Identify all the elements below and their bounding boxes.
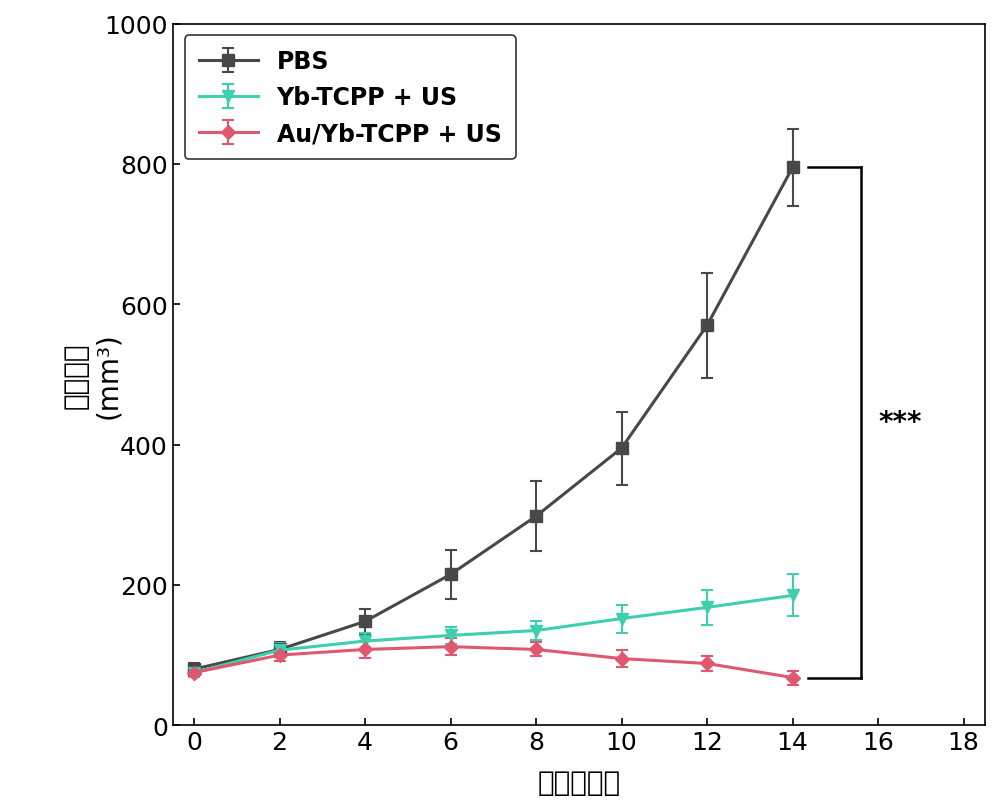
Legend: PBS, Yb-TCPP + US, Au/Yb-TCPP + US: PBS, Yb-TCPP + US, Au/Yb-TCPP + US (185, 36, 516, 160)
Text: 肿瘾体积
(mm³): 肿瘾体积 (mm³) (61, 332, 122, 418)
Text: ***: *** (878, 409, 922, 437)
X-axis label: 时间（天）: 时间（天） (537, 768, 620, 796)
